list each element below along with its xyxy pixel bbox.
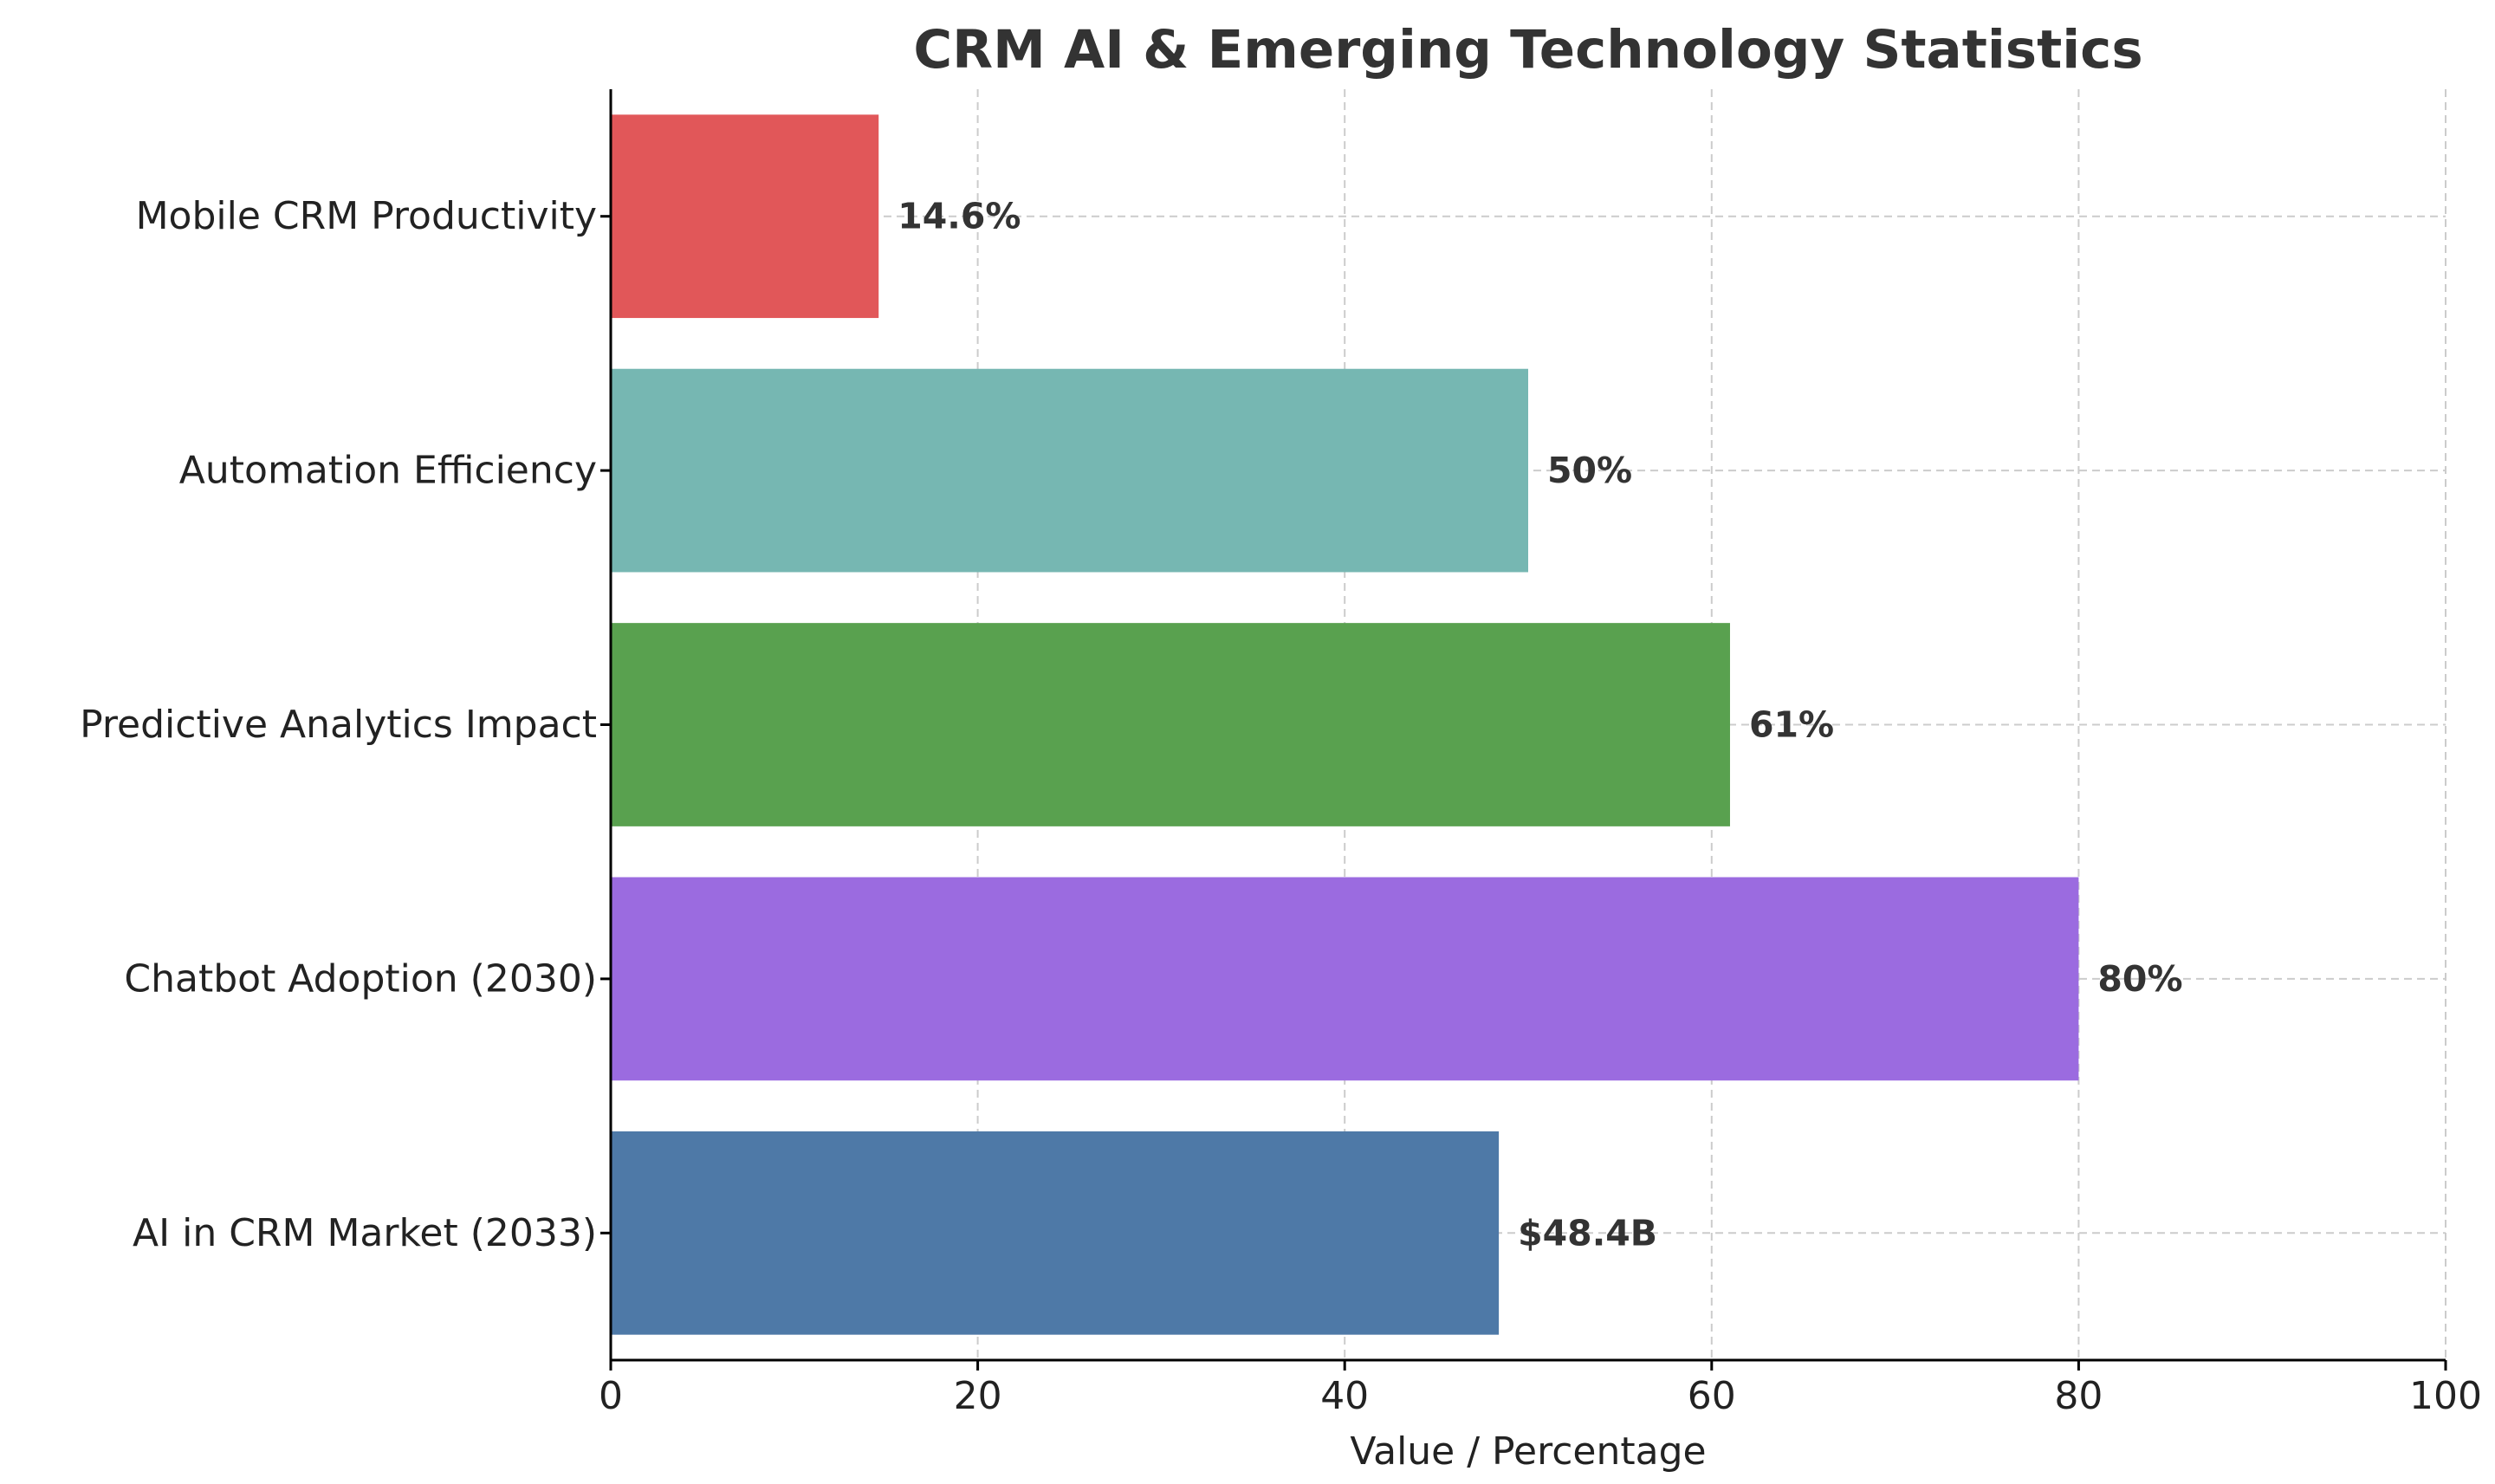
- x-axis-title: Value / Percentage: [1350, 1429, 1706, 1474]
- bar: [611, 114, 879, 319]
- bar-value-label: 61%: [1749, 704, 1834, 746]
- x-tick-label: 80: [2054, 1374, 2103, 1418]
- bar-value-label: 14.6%: [898, 196, 1021, 237]
- chart-title: CRM AI & Emerging Technology Statistics: [913, 19, 2142, 81]
- y-tick-label: Mobile CRM Productivity: [136, 194, 597, 238]
- bar-value-label: 80%: [2097, 958, 2182, 1000]
- bar: [611, 623, 1730, 826]
- x-tick-label: 100: [2409, 1374, 2482, 1418]
- bars: [611, 114, 2079, 1335]
- x-tick-label: 20: [954, 1374, 1002, 1418]
- y-tick-label: AI in CRM Market (2033): [133, 1211, 597, 1255]
- x-tick-label: 40: [1320, 1374, 1369, 1418]
- y-tick-label: Chatbot Adoption (2030): [124, 956, 597, 1001]
- y-tick-label: Predictive Analytics Impact: [80, 703, 597, 747]
- x-tick-labels: 0 20 40 60 80 100: [599, 1360, 2482, 1418]
- y-tick-labels: AI in CRM Market (2033) Chatbot Adoption …: [80, 194, 611, 1255]
- bar: [611, 368, 1528, 573]
- y-tick-label: Automation Efficiency: [179, 449, 597, 493]
- bar-value-label: $48.4B: [1518, 1212, 1657, 1254]
- x-tick-label: 0: [599, 1374, 623, 1418]
- bar: [611, 877, 2079, 1081]
- x-tick-label: 60: [1688, 1374, 1736, 1418]
- bar: [611, 1131, 1500, 1335]
- bar-value-label: 50%: [1547, 450, 1632, 491]
- data-labels: $48.4B 80% 61% 50% 14.6%: [898, 196, 2182, 1254]
